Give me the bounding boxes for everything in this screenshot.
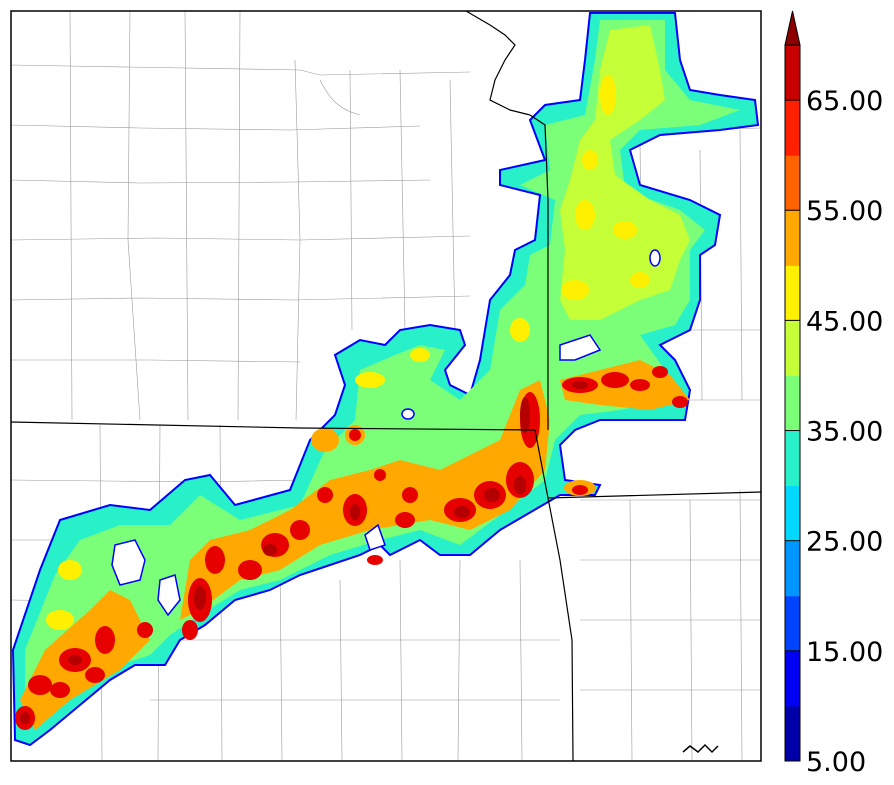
field-mid-high [560, 25, 690, 320]
colorbar-band [785, 705, 800, 762]
colorbar-tick-label: 45.00 [806, 306, 883, 337]
county-boundaries [11, 11, 761, 761]
map-frame [10, 10, 762, 762]
field-mid [25, 20, 740, 720]
colorbar-tick-label: 55.00 [806, 196, 883, 227]
colorbar-band [785, 375, 800, 432]
colorbar-tick-label: 15.00 [806, 637, 883, 668]
colorbar-band [785, 320, 800, 376]
colorbar-tick-label: 35.00 [806, 417, 883, 448]
field-gaps [111, 249, 661, 617]
colorbar-band [785, 100, 800, 156]
colorbar-band [785, 650, 800, 707]
colorbar-band [785, 485, 800, 542]
colorbar-extend-arrow [784, 10, 801, 46]
colorbar-tick-label: 5.00 [806, 747, 866, 778]
state-boundaries [11, 11, 761, 761]
colorbar-band [785, 265, 800, 321]
map-glyph [682, 743, 719, 754]
colorbar: 5.00 15.00 25.00 35.00 45.00 55.00 65.00 [784, 10, 883, 778]
field-dark-red [20, 381, 588, 724]
colorbar-band [785, 210, 800, 266]
reflectivity-field [11, 12, 760, 747]
colorbar-band [785, 540, 800, 597]
colorbar-band [785, 430, 800, 487]
colorbar-band [785, 155, 800, 211]
colorbar-tick-label: 65.00 [806, 86, 883, 117]
colorbar-band [785, 45, 800, 101]
colorbar-band [785, 595, 800, 652]
colorbar-tick-label: 25.00 [806, 527, 883, 558]
